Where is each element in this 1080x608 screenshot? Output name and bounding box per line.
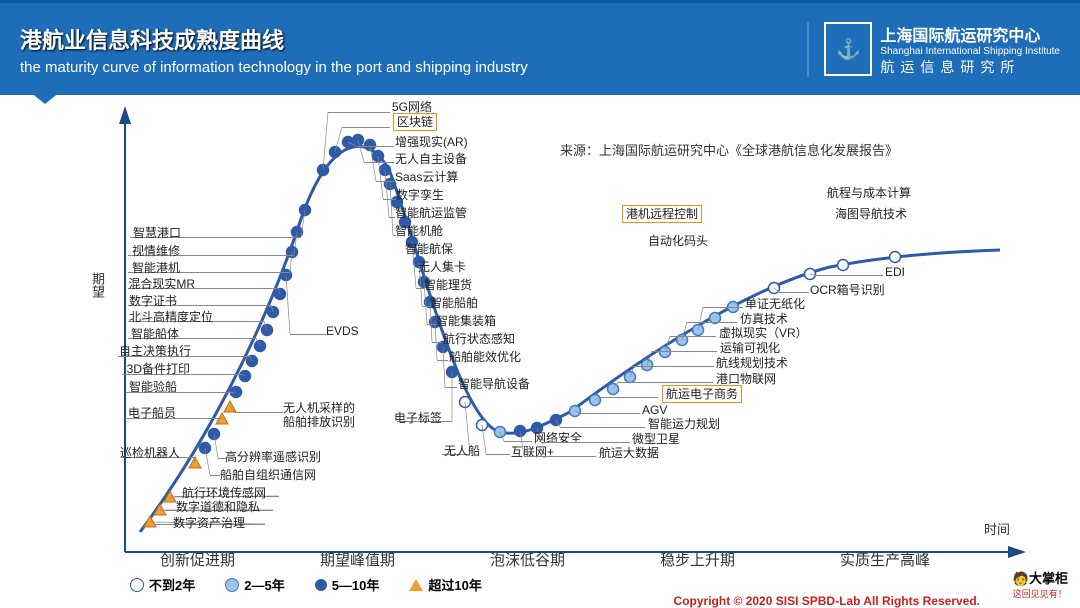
tech-label: 微型卫星 bbox=[632, 433, 680, 445]
tech-label: 智能导航设备 bbox=[458, 378, 530, 390]
tech-label: 智能航保 bbox=[405, 243, 453, 255]
title-en: the maturity curve of information techno… bbox=[20, 59, 807, 76]
phase-label: 创新促进期 bbox=[160, 549, 235, 570]
tech-label: 数字道德和隐私 bbox=[176, 501, 260, 513]
tech-label: 智能船舶 bbox=[430, 297, 478, 309]
tech-label: 港机远程控制 bbox=[622, 208, 702, 220]
tech-label: EVDS bbox=[326, 325, 359, 337]
tech-label: 自动化码头 bbox=[648, 235, 708, 247]
tech-label: 自主决策执行 bbox=[119, 345, 191, 357]
tech-label: 航行环境传感网 bbox=[182, 487, 266, 499]
org-cn: 上海国际航运研究中心 bbox=[880, 22, 1060, 46]
tech-label: OCR箱号识别 bbox=[810, 284, 885, 296]
tech-label: 船舶自组织通信网 bbox=[220, 469, 316, 481]
tech-label: 电子船员 bbox=[128, 407, 176, 419]
tech-label: 航运电子商务 bbox=[662, 388, 742, 400]
legend-tri: 超过10年 bbox=[409, 575, 481, 594]
tech-label: Saas云计算 bbox=[395, 171, 458, 183]
legend-dark: 5—10年 bbox=[315, 575, 380, 594]
tech-label: 智能船体 bbox=[131, 328, 179, 340]
header-titles: 港航业信息科技成熟度曲线 the maturity curve of infor… bbox=[20, 23, 807, 76]
legend-light: 2—5年 bbox=[225, 575, 284, 594]
tech-label: 港口物联网 bbox=[716, 373, 776, 385]
tech-label: 巡检机器人 bbox=[120, 447, 180, 459]
tech-label: 混合现实MR bbox=[128, 278, 195, 290]
tech-label: 5G网络 bbox=[392, 101, 432, 113]
tech-label: 仿真技术 bbox=[740, 313, 788, 325]
source-text: 来源：上海国际航运研究中心《全球港航信息化发展报告》 bbox=[560, 140, 898, 159]
tech-label: 船舶能效优化 bbox=[449, 351, 521, 363]
org-en: Shanghai International Shipping Institut… bbox=[880, 46, 1060, 57]
tech-label: 航程与成本计算 bbox=[827, 187, 911, 199]
title-cn: 港航业信息科技成熟度曲线 bbox=[20, 23, 807, 55]
tech-label: 北斗高精度定位 bbox=[129, 311, 213, 323]
tech-label: 高分辨率遥感识别 bbox=[225, 451, 321, 463]
tech-label: 航线规划技术 bbox=[716, 357, 788, 369]
tech-label: 无人自主设备 bbox=[395, 153, 467, 165]
tech-label: 智能航运监管 bbox=[395, 207, 467, 219]
legend: 不到2年 2—5年 5—10年 超过10年 bbox=[130, 575, 482, 594]
tech-label: 智能验船 bbox=[129, 381, 177, 393]
tech-label: 虚拟现实（VR） bbox=[719, 327, 808, 339]
tech-label: 3D备件打印 bbox=[127, 363, 190, 375]
logo-area: ⚓ 上海国际航运研究中心 Shanghai International Ship… bbox=[807, 22, 1060, 77]
tech-label: 无人船 bbox=[444, 445, 480, 457]
tech-label: 智能理货 bbox=[424, 279, 472, 291]
phase-label: 稳步上升期 bbox=[660, 549, 735, 570]
org-sub: 航运信息研究所 bbox=[880, 57, 1060, 77]
tech-label: 数字资产治理 bbox=[173, 517, 245, 529]
tech-label: 运输可视化 bbox=[720, 342, 780, 354]
tech-label: 单证无纸化 bbox=[745, 298, 805, 310]
tech-label: 航行状态感知 bbox=[443, 333, 515, 345]
phase-label: 泡沫低谷期 bbox=[490, 549, 565, 570]
brand-logo: 🧑大掌柜 这回见见有！ bbox=[1013, 568, 1068, 600]
chart-area: 期望 时间 来源：上海国际航运研究中心《全球港航信息化发展报告》 创新促进期 期望… bbox=[0, 92, 1080, 608]
legend-open: 不到2年 bbox=[130, 575, 195, 594]
tech-label: 电子标签 bbox=[394, 412, 442, 424]
tech-label: 智能港机 bbox=[132, 262, 180, 274]
tech-label: 海图导航技术 bbox=[835, 208, 907, 220]
phase-label: 实质生产高峰 bbox=[840, 549, 930, 570]
copyright: Copyright © 2020 SISI SPBD-Lab All Right… bbox=[674, 594, 980, 608]
y-axis-label: 期望 bbox=[88, 272, 107, 298]
tech-label: 增强现实(AR) bbox=[395, 136, 468, 148]
tech-label: 智能运力规划 bbox=[648, 418, 720, 430]
tech-label: AGV bbox=[642, 404, 667, 416]
tech-label: 数字孪生 bbox=[396, 189, 444, 201]
tech-label: 无人集卡 bbox=[418, 261, 466, 273]
tech-label: 区块链 bbox=[393, 116, 437, 128]
phase-label: 期望峰值期 bbox=[320, 549, 395, 570]
anchor-icon: ⚓ bbox=[824, 22, 872, 76]
x-axis-label: 时间 bbox=[984, 519, 1010, 538]
tech-label: 数字证书 bbox=[129, 295, 177, 307]
header: 港航业信息科技成熟度曲线 the maturity curve of infor… bbox=[0, 0, 1080, 95]
tech-label: 智能集装箱 bbox=[436, 315, 496, 327]
tech-label: EDI bbox=[885, 266, 905, 278]
tech-label: 智慧港口 bbox=[133, 227, 181, 239]
tech-label: 视情维修 bbox=[132, 245, 180, 257]
tech-label: 无人机采样的船舶排放识别 bbox=[283, 401, 363, 430]
tech-label: 智能机舱 bbox=[395, 225, 443, 237]
tech-label: 航运大数据 bbox=[599, 447, 659, 459]
